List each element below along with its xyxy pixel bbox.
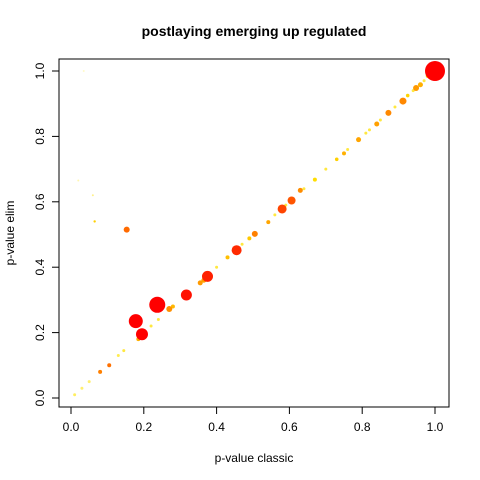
data-point [399,97,407,105]
data-point [367,128,371,132]
x-axis: 0.0 0.2 0.4 0.6 0.8 1.0 [63,406,444,434]
data-point [225,255,230,260]
data-point [312,177,317,182]
data-point [356,137,362,143]
data-point [266,220,271,225]
data-point [128,314,143,329]
data-point [247,236,252,241]
data-point [417,82,423,88]
data-point [91,194,94,197]
data-point [166,306,173,313]
y-tick-label: 0.4 [33,259,47,276]
data-point [197,280,203,286]
data-point [287,196,296,205]
data-point [334,157,339,162]
data-point [116,353,120,357]
data-point [297,187,303,193]
data-point [251,230,258,237]
data-point [80,386,84,390]
chart-title: postlaying emerging up regulated [142,23,367,39]
data-point [123,226,130,233]
y-tick-label: 0.6 [33,193,47,210]
data-point [364,131,368,135]
y-tick-label: 0.2 [33,324,47,341]
data-point [413,85,420,92]
x-tick-label: 0.4 [208,420,225,434]
y-axis-label: p-value elim [3,201,17,266]
data-point [82,70,85,72]
y-tick-label: 0.0 [33,389,47,406]
data-point [149,324,153,328]
data-point [170,304,175,309]
data-point [93,220,96,223]
x-tick-label: 0.2 [135,420,152,434]
data-point [277,204,287,214]
data-point [240,242,244,246]
data-point [425,61,445,81]
data-point [135,328,148,341]
data-point [107,363,112,368]
data-point [77,179,80,182]
data-point [374,121,380,127]
data-point [180,289,192,301]
y-tick-label: 1.0 [33,62,47,79]
data-point [405,93,410,98]
y-tick-label: 0.8 [33,128,47,145]
data-point [122,349,126,353]
x-tick-label: 0.8 [354,420,371,434]
data-point [231,245,242,256]
data-point [385,109,392,116]
y-axis: 0.0 0.2 0.4 0.6 0.8 1.0 [33,62,60,406]
data-point [393,105,397,109]
data-point [342,151,346,156]
data-point [73,393,77,397]
points-layer [73,61,445,397]
x-axis-label: p-value classic [215,451,294,465]
data-point [98,369,103,374]
data-point [302,187,306,191]
x-tick-label: 0.6 [281,420,298,434]
x-tick-label: 1.0 [427,420,444,434]
data-point [273,213,277,217]
data-point [87,380,91,384]
data-point [324,167,328,171]
data-point [346,147,350,151]
data-point [156,318,160,322]
data-point [378,118,382,122]
data-point [422,79,426,83]
data-point [215,265,219,269]
data-point [149,296,166,313]
x-tick-label: 0.0 [63,420,80,434]
data-point [202,270,213,282]
